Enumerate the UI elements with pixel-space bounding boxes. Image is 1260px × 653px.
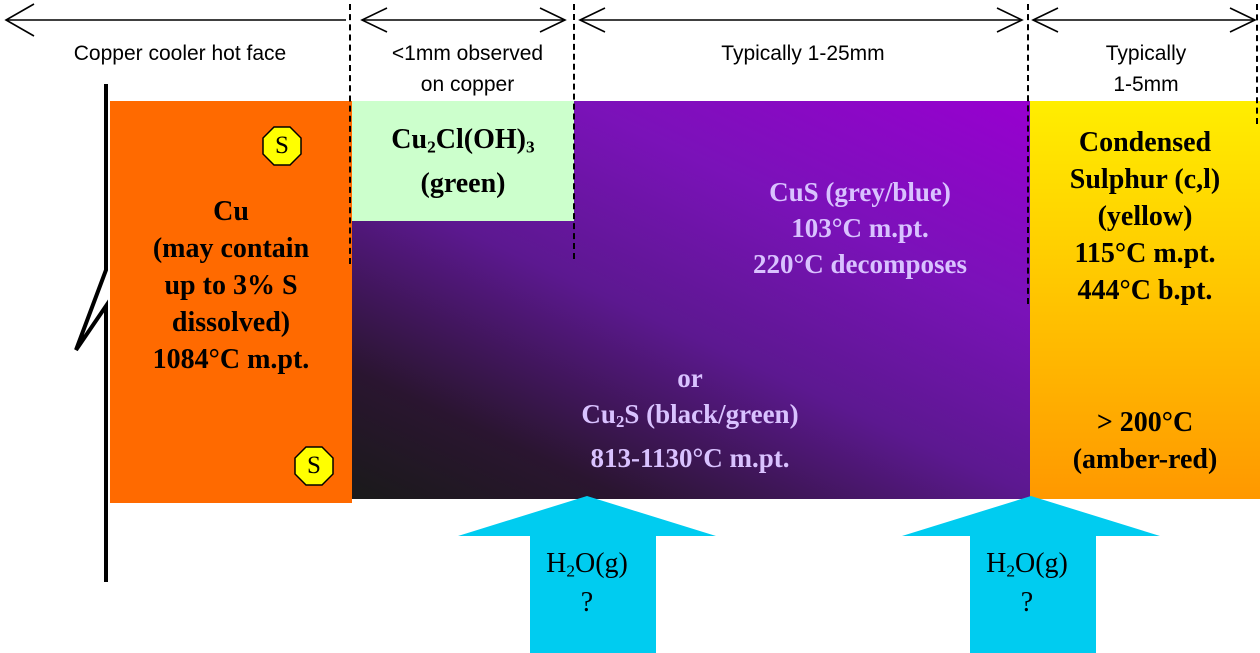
copper-face-label: Copper cooler hot face [73,42,287,65]
cu2s-description: or Cu2S (black/green) 813-1130°C m.pt. [470,360,910,476]
cus-line: 103°C m.pt. [791,213,929,243]
chloride-formula: Cu2Cl(OH)3 [391,124,535,157]
sulfide-thickness-label: Typically 1-25mm [721,42,885,65]
cu2s-melting-point: 813-1130°C m.pt. [590,443,790,474]
chloride-region [352,101,574,221]
water-vapour-arrow-icon [902,496,1160,653]
water-formula: H2O(g) [546,548,628,581]
sulphur-thickness-label-2: 1-5mm [1113,73,1179,96]
chloride-thickness-label-1: <1mm observed [391,42,544,65]
copper-line: 1084°C m.pt. [152,344,310,375]
sulphur-hot-line: (amber-red) [1072,444,1218,475]
question-mark: ? [1020,587,1034,619]
boundary-line-copper [349,4,351,264]
question-mark: ? [580,587,594,619]
or-label: or [677,363,703,393]
water-vapour-label: H2O(g) ? [530,548,644,619]
copper-line: (may contain [152,233,310,264]
cus-description: CuS (grey/blue) 103°C m.pt. 220°C decomp… [690,174,1030,282]
sulphur-line: 444°C b.pt. [1077,275,1213,306]
copper-region [110,101,352,503]
water-vapour-arrow-icon [458,496,716,653]
copper-line: up to 3% S [164,270,298,301]
sulphur-line: (yellow) [1097,201,1193,232]
copper-line: Cu [213,196,249,227]
sulphur-line: Condensed [1078,127,1212,158]
sulphur-line: Sulphur (c,l) [1069,164,1221,195]
dimension-arrows [4,3,1257,37]
sulphur-badge-label: S [275,132,289,159]
water-formula: H2O(g) [986,548,1068,581]
sulphur-region [1030,101,1260,499]
sulphur-octagon-icon: S [262,126,302,166]
boundary-line-chloride [573,4,575,259]
chloride-description: Cu2Cl(OH)3 (green) [352,121,574,202]
copper-break-line [74,84,108,582]
chloride-thickness-label-2: on copper [420,73,515,96]
sulphur-hot-description: > 200°C (amber-red) [1030,404,1260,478]
sulphur-badge-label: S [307,452,321,479]
water-vapour-label: H2O(g) ? [970,548,1084,619]
copper-line: dissolved) [171,307,291,338]
chloride-color-note: (green) [420,168,506,200]
boundary-line-sulfide [1027,4,1029,304]
sulphur-hot-line: > 200°C [1096,407,1194,438]
sulphur-thickness-label-1: Typically [1105,42,1187,65]
cus-line: CuS (grey/blue) [769,177,951,207]
boundary-line-sulphur [1256,4,1258,124]
sulphur-octagon-icon: S [294,446,334,486]
sulphur-description: Condensed Sulphur (c,l) (yellow) 115°C m… [1030,124,1260,309]
sulphur-line: 115°C m.pt. [1074,238,1216,269]
copper-description: Cu (may contain up to 3% S dissolved) 10… [112,193,350,378]
cu2s-formula: Cu2S (black/green) [581,399,799,432]
cus-line: 220°C decomposes [752,249,968,279]
